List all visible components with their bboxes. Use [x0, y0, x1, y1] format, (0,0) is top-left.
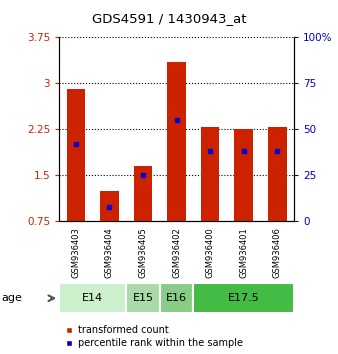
Text: GDS4591 / 1430943_at: GDS4591 / 1430943_at: [92, 12, 246, 25]
Bar: [201, 127, 219, 221]
Bar: [59, 283, 126, 313]
Bar: [160, 283, 193, 313]
Text: GSM936404: GSM936404: [105, 227, 114, 278]
Text: GSM936401: GSM936401: [239, 227, 248, 278]
Bar: [126, 283, 160, 313]
Text: E14: E14: [82, 293, 103, 303]
Text: GSM936403: GSM936403: [71, 227, 80, 278]
Text: GSM936402: GSM936402: [172, 227, 181, 278]
Bar: [134, 166, 152, 221]
Bar: [167, 62, 186, 221]
Bar: [268, 127, 287, 221]
Bar: [67, 89, 85, 221]
Text: age: age: [2, 293, 23, 303]
Text: GSM936400: GSM936400: [206, 227, 215, 278]
Bar: [235, 129, 253, 221]
Text: GSM936405: GSM936405: [139, 227, 148, 278]
Text: E15: E15: [132, 293, 153, 303]
Text: E16: E16: [166, 293, 187, 303]
Bar: [193, 283, 294, 313]
Bar: [100, 190, 119, 221]
Legend: transformed count, percentile rank within the sample: transformed count, percentile rank withi…: [64, 325, 243, 348]
Text: E17.5: E17.5: [228, 293, 260, 303]
Text: GSM936406: GSM936406: [273, 227, 282, 278]
